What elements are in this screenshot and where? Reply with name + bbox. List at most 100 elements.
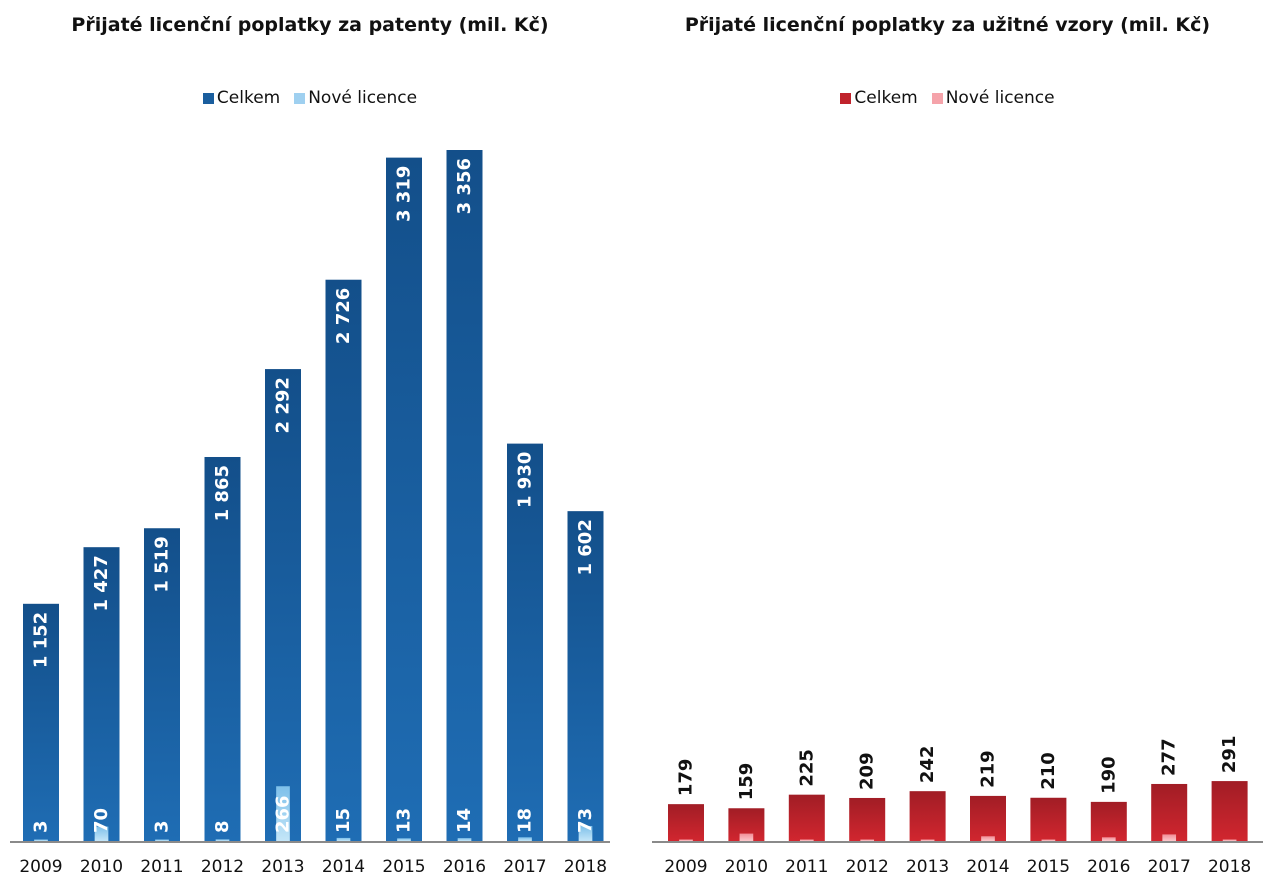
bar-new-2011 — [155, 839, 169, 841]
x-tick-label-2010: 2010 — [80, 857, 123, 877]
bar-total-2014 — [970, 795, 1006, 841]
data-label-new-2009: 3 — [31, 820, 52, 833]
data-label-new-2013: 266 — [273, 795, 294, 833]
x-tick-label-2012: 2012 — [846, 857, 889, 877]
bar-new-2014 — [336, 837, 351, 841]
x-tick-label-2018: 2018 — [564, 857, 607, 877]
legend: Celkem Nové licence — [632, 88, 1263, 108]
bar-new-2011 — [799, 839, 814, 841]
bar-new-2017 — [1162, 834, 1177, 841]
bar-total-2012 — [849, 797, 886, 841]
x-tick-label-2017: 2017 — [1148, 857, 1191, 877]
bar-new-2015 — [1041, 839, 1056, 841]
x-tick-label-2012: 2012 — [201, 857, 244, 877]
legend-swatch-total — [840, 92, 852, 104]
x-tick-label-2011: 2011 — [785, 857, 828, 877]
data-label-new-2011: 3 — [152, 820, 173, 833]
x-tick-label-2016: 2016 — [443, 857, 486, 877]
bar-new-2018 — [578, 825, 593, 841]
data-label-total-2018: 291 — [1219, 736, 1240, 774]
legend-item-total: Celkem — [202, 88, 281, 108]
legend-label-new: Nové licence — [308, 88, 418, 108]
bar-new-2009 — [679, 839, 693, 841]
data-label-total-2012: 1 865 — [212, 465, 233, 521]
bar-total-2015 — [386, 157, 422, 842]
data-label-new-2012: 8 — [212, 820, 233, 833]
x-tick-label-2009: 2009 — [19, 857, 62, 877]
legend-label-total: Celkem — [216, 88, 281, 108]
data-label-total-2018: 1 602 — [575, 519, 596, 575]
data-label-total-2015: 210 — [1038, 752, 1059, 790]
bar-new-2014 — [981, 836, 995, 841]
x-tick-label-2018: 2018 — [1208, 857, 1251, 877]
bar-total-2011 — [788, 794, 825, 841]
bar-new-2015 — [397, 838, 411, 841]
legend-label-new: Nové licence — [945, 88, 1055, 108]
x-tick-label-2011: 2011 — [140, 857, 183, 877]
legend-label-total: Celkem — [854, 88, 918, 108]
bar-total-2016 — [446, 150, 483, 841]
data-label-total-2017: 1 930 — [515, 452, 536, 508]
x-tick-label-2013: 2013 — [906, 857, 949, 877]
x-tick-label-2015: 2015 — [382, 857, 425, 877]
data-label-new-2010: 70 — [91, 808, 112, 833]
bar-new-2013 — [920, 839, 935, 841]
data-label-total-2014: 2 726 — [333, 288, 354, 344]
data-label-total-2010: 1 427 — [91, 555, 112, 611]
data-label-total-2016: 3 356 — [454, 158, 475, 214]
bar-total-2009 — [668, 804, 704, 841]
data-label-new-2015: 13 — [394, 808, 415, 833]
data-label-total-2017: 277 — [1159, 738, 1180, 776]
data-label-total-2009: 179 — [676, 759, 697, 797]
bar-total-2013 — [265, 369, 301, 841]
chart-title: Přijaté licenční poplatky za užitné vzor… — [684, 14, 1211, 36]
bar-new-2012 — [860, 839, 875, 841]
bar-total-2011 — [144, 528, 180, 841]
bar-new-2016 — [1101, 837, 1116, 841]
data-label-total-2014: 219 — [978, 750, 999, 788]
x-tick-label-2014: 2014 — [322, 857, 365, 877]
x-tick-label-2015: 2015 — [1027, 857, 1070, 877]
bar-new-2018 — [1222, 839, 1237, 841]
x-tick-label-2017: 2017 — [503, 857, 546, 877]
data-label-total-2012: 209 — [857, 752, 878, 790]
plot-area: 179 2009 159 2010 225 2011 209 2012 242 2013 219 20… — [652, 736, 1263, 877]
bar-new-2009 — [34, 839, 48, 841]
data-label-total-2011: 1 519 — [152, 536, 173, 592]
bar-total-2018 — [567, 511, 604, 841]
bar-total-2009 — [23, 603, 59, 841]
plot-area: 1 152 3 2009 1 427 70 2010 1 519 3 2011 1 865 8 201… — [10, 150, 610, 877]
bar-total-2015 — [1030, 797, 1067, 841]
bar-new-2012 — [215, 839, 230, 841]
legend-item-new: Nové licence — [931, 88, 1055, 108]
bar-new-2010 — [94, 826, 109, 841]
legend-swatch-total — [202, 92, 214, 104]
legend: Celkem Nové licence — [0, 88, 620, 108]
bar-new-2016 — [457, 838, 472, 841]
chart-title: Přijaté licenční poplatky za patenty (mi… — [71, 14, 549, 36]
bar-total-2013 — [909, 791, 946, 841]
bar-new-2013 — [276, 786, 290, 841]
bar-total-2017 — [1151, 783, 1188, 841]
data-label-total-2011: 225 — [796, 749, 817, 787]
chart-patents: Přijaté licenční poplatky za patenty (mi… — [0, 0, 620, 880]
data-label-new-2014: 15 — [333, 808, 354, 833]
chart-utility-models: Přijaté licenční poplatky za užitné vzor… — [632, 0, 1263, 880]
bar-total-2017 — [507, 443, 543, 841]
bar-new-2010 — [739, 833, 754, 841]
legend-item-total: Celkem — [840, 88, 918, 108]
bar-total-2010 — [83, 547, 120, 841]
data-label-new-2017: 18 — [515, 808, 536, 833]
x-tick-label-2009: 2009 — [664, 857, 707, 877]
data-label-total-2013: 242 — [917, 746, 938, 784]
data-label-total-2009: 1 152 — [31, 612, 52, 668]
data-label-total-2013: 2 292 — [273, 377, 294, 433]
legend-swatch-new — [294, 92, 306, 104]
bar-total-2014 — [325, 279, 362, 841]
data-label-total-2010: 159 — [736, 763, 757, 801]
bar-new-2017 — [518, 837, 532, 841]
x-tick-label-2013: 2013 — [261, 857, 304, 877]
data-label-new-2016: 14 — [454, 808, 475, 833]
data-label-total-2016: 190 — [1098, 756, 1119, 794]
legend-item-new: Nové licence — [294, 88, 417, 108]
